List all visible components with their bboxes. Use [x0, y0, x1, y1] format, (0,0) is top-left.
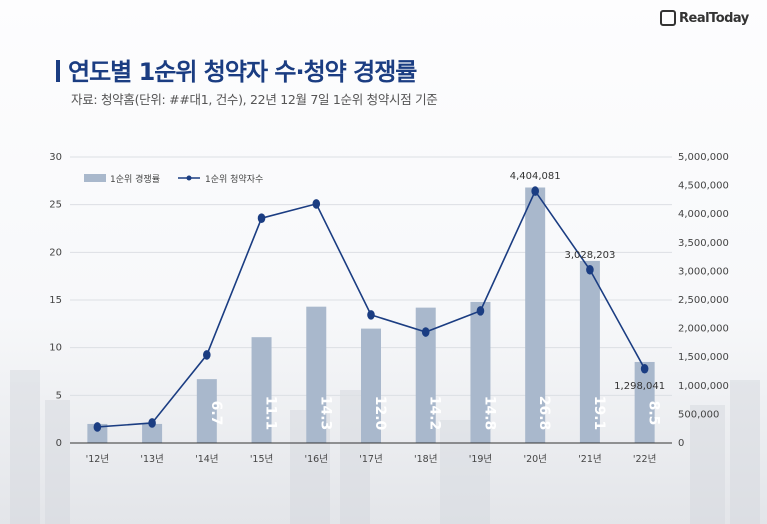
bar-5: [361, 328, 381, 443]
bar-label: 12.0: [372, 396, 388, 431]
bar-1: [142, 423, 163, 443]
x-axis-tick: '12년: [86, 454, 109, 465]
right-axis-tick: 0: [678, 438, 684, 449]
line-point-2: [203, 350, 211, 360]
bar-2: [196, 379, 217, 443]
x-axis-tick: '16년: [305, 454, 328, 465]
bar-3: [251, 337, 272, 443]
bar-label: 11.1: [263, 396, 279, 431]
left-axis-tick: 15: [49, 295, 62, 306]
bar-0: [87, 423, 108, 443]
legend-bar-label: 1순위 경쟁률: [110, 173, 160, 185]
bar-label: 6.7: [208, 401, 224, 426]
bar-4: [306, 306, 327, 443]
title-accent-bar: [56, 60, 60, 82]
x-axis-tick: '19년: [469, 454, 492, 465]
line-point-3: [257, 213, 266, 224]
title-text: 연도별 1순위 청약자 수·청약 경쟁률: [68, 58, 417, 86]
right-axis-tick: 3,000,000: [678, 266, 729, 277]
line-point-8: [531, 186, 539, 196]
page-title: 연도별 1순위 청약자 수·청약 경쟁률: [56, 52, 417, 87]
point-label: 1,298,041: [614, 381, 665, 392]
bar-label: 8.5: [646, 401, 662, 426]
line-point-10: [640, 363, 649, 374]
legend: 1순위 경쟁률 1순위 청약자수: [84, 173, 263, 185]
bar-10: [634, 361, 655, 443]
right-axis-tick: 4,500,000: [678, 181, 729, 192]
bar-6: [415, 307, 436, 443]
left-axis-tick: 10: [49, 343, 62, 354]
line-point-5: [367, 310, 375, 320]
bar-label: 14.3: [317, 396, 333, 431]
subtitle: 자료: 청약홈(단위: ##대1, 건수), 22년 12월 7일 1순위 청약…: [71, 92, 438, 107]
bar-9: [579, 260, 600, 443]
bar-label: 14.2: [427, 396, 443, 431]
x-axis-tick: '21년: [578, 454, 601, 465]
right-axis-tick: 2,500,000: [678, 295, 729, 306]
x-axis-tick: '14년: [195, 454, 218, 465]
x-axis-tick: '22년: [633, 454, 656, 465]
legend-line-label: 1순위 청약자수: [205, 173, 263, 185]
line-point-6: [421, 327, 430, 337]
left-axis-tick: 5: [56, 390, 62, 401]
legend-bar-swatch: [84, 174, 106, 182]
right-axis-tick: 500,000: [678, 409, 719, 420]
logo-text: RealToday: [679, 10, 749, 26]
right-axis-tick: 5,000,000: [678, 152, 729, 163]
legend-line-marker: [186, 175, 192, 181]
background-skyline: [10, 370, 760, 524]
left-axis-tick: 30: [49, 152, 62, 163]
left-axis-tick: 25: [49, 200, 62, 211]
right-axis-tick: 1,000,000: [678, 381, 729, 392]
right-axis-tick: 1,500,000: [678, 352, 729, 363]
right-axis-tick: 4,000,000: [678, 209, 729, 220]
logo: RealToday: [660, 10, 749, 26]
x-axis-tick: '13년: [140, 454, 163, 465]
right-axis-tick: 3,500,000: [678, 238, 729, 249]
line-point-1: [148, 418, 156, 428]
left-axis-tick: 20: [49, 247, 62, 258]
x-axis-tick: '15년: [250, 454, 273, 465]
bar-label: 19.1: [591, 396, 607, 431]
right-axis-tick: 2,000,000: [678, 324, 729, 335]
left-axis-tick: 0: [56, 438, 62, 449]
point-label: 3,028,203: [564, 250, 615, 261]
point-label: 4,404,081: [510, 171, 561, 182]
x-axis-tick: '17년: [359, 454, 382, 465]
line-point-9: [586, 264, 594, 275]
x-axis-tick: '20년: [523, 454, 546, 465]
line-point-0: [93, 422, 102, 432]
logo-icon: [660, 10, 676, 26]
bar-8: [525, 187, 546, 443]
line-point-4: [312, 199, 321, 209]
bar-label: 14.8: [481, 396, 497, 431]
bar-label: 26.8: [536, 396, 552, 431]
line-point-7: [476, 306, 485, 316]
x-axis-tick: '18년: [414, 454, 437, 465]
bar-7: [470, 301, 491, 443]
